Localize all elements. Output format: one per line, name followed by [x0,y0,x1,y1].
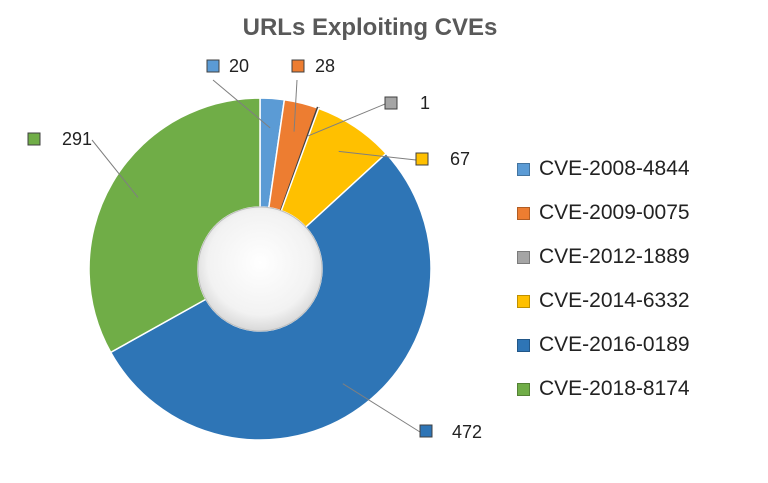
legend-item: CVE-2018-8174 [517,367,690,411]
legend-label: CVE-2012-1889 [539,245,690,268]
donut-hole [197,206,323,332]
data-label-swatch [27,132,41,146]
data-label-value: 291 [62,129,92,149]
legend-label: CVE-2014-6332 [539,289,690,312]
leader-line [307,103,386,137]
leader-line [342,383,421,433]
legend-swatch [517,382,530,396]
legend-label: CVE-2008-4844 [539,157,690,180]
data-label-swatch [384,96,398,110]
legend-swatch [517,294,530,308]
legend-label: CVE-2018-8174 [539,377,690,400]
data-label-value: 1 [420,93,430,113]
legend-swatch [517,250,530,264]
legend-swatch [517,338,530,352]
legend-swatch [517,162,530,176]
data-label-swatch [291,59,305,73]
leader-line [91,139,139,198]
data-label-value: 20 [229,56,249,76]
legend-item: CVE-2008-4844 [517,147,690,191]
legend: CVE-2008-4844 CVE-2009-0075 CVE-2012-1889 C… [517,147,690,411]
chart-title: URLs Exploiting CVEs [242,14,498,41]
legend-item: CVE-2012-1889 [517,235,690,279]
leader-line [338,150,417,161]
data-label-swatch [419,424,433,438]
legend-item: CVE-2016-0189 [517,323,690,367]
legend-label: CVE-2016-0189 [539,333,690,356]
legend-item: CVE-2014-6332 [517,279,690,323]
leader-line [212,79,271,129]
legend-item: CVE-2009-0075 [517,191,690,235]
data-label-value: 67 [450,149,470,169]
data-label-swatch [206,59,220,73]
data-label-value: 472 [452,422,482,442]
leader-line [293,79,298,132]
data-label-swatch [415,152,429,166]
data-label-value: 28 [315,56,335,76]
legend-label: CVE-2009-0075 [539,201,690,224]
legend-swatch [517,206,530,220]
